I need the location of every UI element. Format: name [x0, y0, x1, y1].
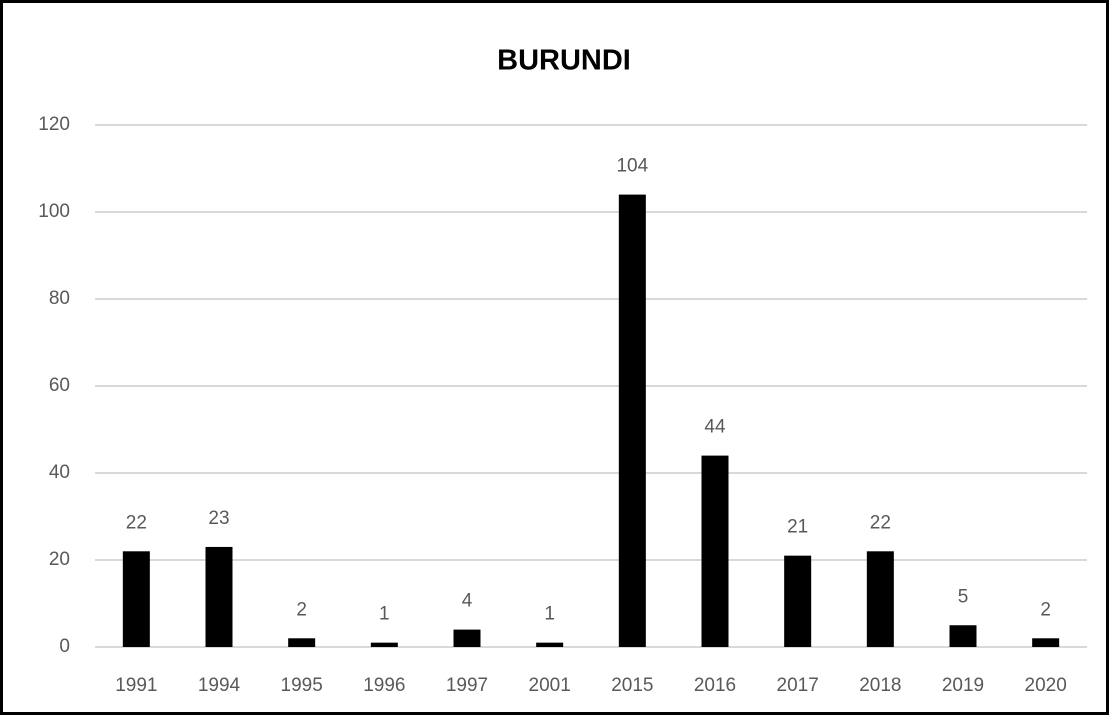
bar [288, 638, 316, 647]
bar [784, 555, 812, 647]
x-tick-label: 2016 [694, 675, 736, 696]
y-tick-label: 80 [49, 288, 70, 309]
x-tick-label: 2017 [777, 675, 819, 696]
x-tick-label: 1991 [115, 675, 157, 696]
x-tick-label: 1996 [363, 675, 405, 696]
bar [536, 642, 564, 647]
x-tick-label: 2018 [859, 675, 901, 696]
x-tick-label: 2019 [942, 675, 984, 696]
x-tick-label: 1994 [198, 675, 241, 696]
y-tick-label: 120 [38, 114, 70, 135]
bar [453, 629, 481, 647]
data-label: 1 [544, 604, 555, 625]
data-label: 22 [126, 512, 147, 533]
data-label: 5 [958, 586, 969, 607]
chart-title: BURUNDI [497, 45, 631, 77]
y-tick-label: 40 [49, 462, 70, 483]
bar [205, 546, 233, 647]
x-tick-label: 2015 [611, 675, 653, 696]
bar [1032, 638, 1060, 647]
data-label: 21 [787, 517, 808, 538]
x-tick-label: 1995 [281, 675, 323, 696]
bar [370, 642, 398, 647]
bar [618, 194, 646, 647]
bar [866, 551, 894, 647]
data-label: 1 [379, 604, 390, 625]
data-label: 2 [296, 599, 307, 620]
data-label: 22 [870, 512, 891, 533]
y-tick-label: 0 [59, 636, 70, 657]
data-label: 44 [704, 417, 726, 438]
data-label: 4 [462, 591, 473, 612]
data-label: 23 [208, 508, 229, 529]
bar [949, 625, 977, 647]
y-tick-label: 20 [49, 549, 70, 570]
bar [701, 455, 729, 647]
x-tick-label: 2001 [529, 675, 571, 696]
y-tick-label: 100 [38, 201, 70, 222]
data-label: 2 [1040, 599, 1051, 620]
bar [122, 551, 150, 647]
data-label: 104 [616, 156, 648, 177]
y-tick-label: 60 [49, 375, 70, 396]
x-tick-label: 1997 [446, 675, 488, 696]
x-tick-label: 2020 [1025, 675, 1067, 696]
